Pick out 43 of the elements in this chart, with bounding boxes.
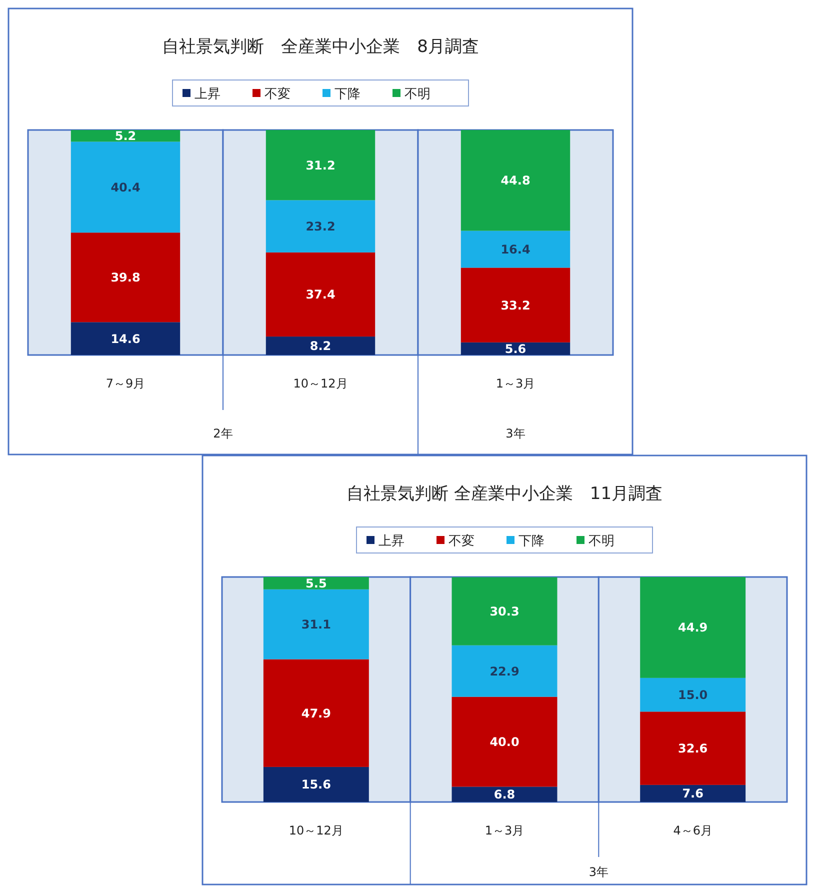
data-label: 39.8 — [110, 270, 140, 285]
data-label: 5.5 — [306, 576, 327, 590]
data-label: 47.9 — [301, 706, 331, 720]
x-tick-label: 10～12月 — [288, 824, 344, 838]
data-label: 37.4 — [306, 288, 336, 302]
x-tick-label: 7～9月 — [106, 376, 146, 390]
data-label: 44.9 — [678, 620, 708, 635]
text: 3年 — [506, 426, 526, 440]
x-tick-label: 1～3月 — [484, 824, 524, 838]
text: 2年 — [213, 426, 233, 440]
data-label: 32.6 — [678, 741, 708, 756]
data-label: 16.4 — [500, 242, 530, 256]
data-label: 22.9 — [490, 664, 520, 678]
data-label: 14.6 — [110, 332, 140, 346]
data-label: 23.2 — [306, 220, 336, 234]
data-label: 5.6 — [504, 342, 526, 356]
data-label: 44.8 — [500, 174, 530, 188]
x-tick-label: 10～12月 — [293, 376, 348, 390]
x-tick-label: 4～6月 — [673, 824, 712, 838]
data-label: 15.6 — [301, 778, 331, 792]
data-label: 31.1 — [301, 618, 331, 632]
chart-title: 自社景気判断 全産業中小企業 8月調査 — [162, 37, 479, 57]
legend-label: 不明 — [404, 87, 430, 102]
data-label: 6.8 — [494, 788, 516, 802]
legend-label: 不明 — [588, 534, 614, 549]
legend-label: 下降 — [518, 534, 544, 549]
data-label: 15.0 — [678, 688, 708, 702]
data-label: 7.6 — [682, 786, 704, 801]
x-tick-label: 1～3月 — [496, 376, 536, 390]
legend-label: 下降 — [334, 87, 360, 102]
legend-label: 不変 — [448, 533, 474, 549]
data-label: 33.2 — [500, 298, 530, 312]
data-label: 40.4 — [110, 180, 140, 194]
data-label: 40.0 — [490, 734, 520, 749]
data-label: 5.2 — [114, 129, 136, 144]
legend-label: 上昇 — [378, 534, 404, 549]
chart-title: 自社景気判断 全産業中小企業 11月調査 — [346, 484, 663, 504]
data-label: 30.3 — [490, 604, 520, 618]
data-label: 31.2 — [306, 158, 336, 172]
legend-label: 上昇 — [194, 87, 220, 102]
text: 3年 — [588, 865, 608, 879]
data-label: 8.2 — [310, 338, 332, 353]
legend-label: 不変 — [264, 86, 290, 102]
